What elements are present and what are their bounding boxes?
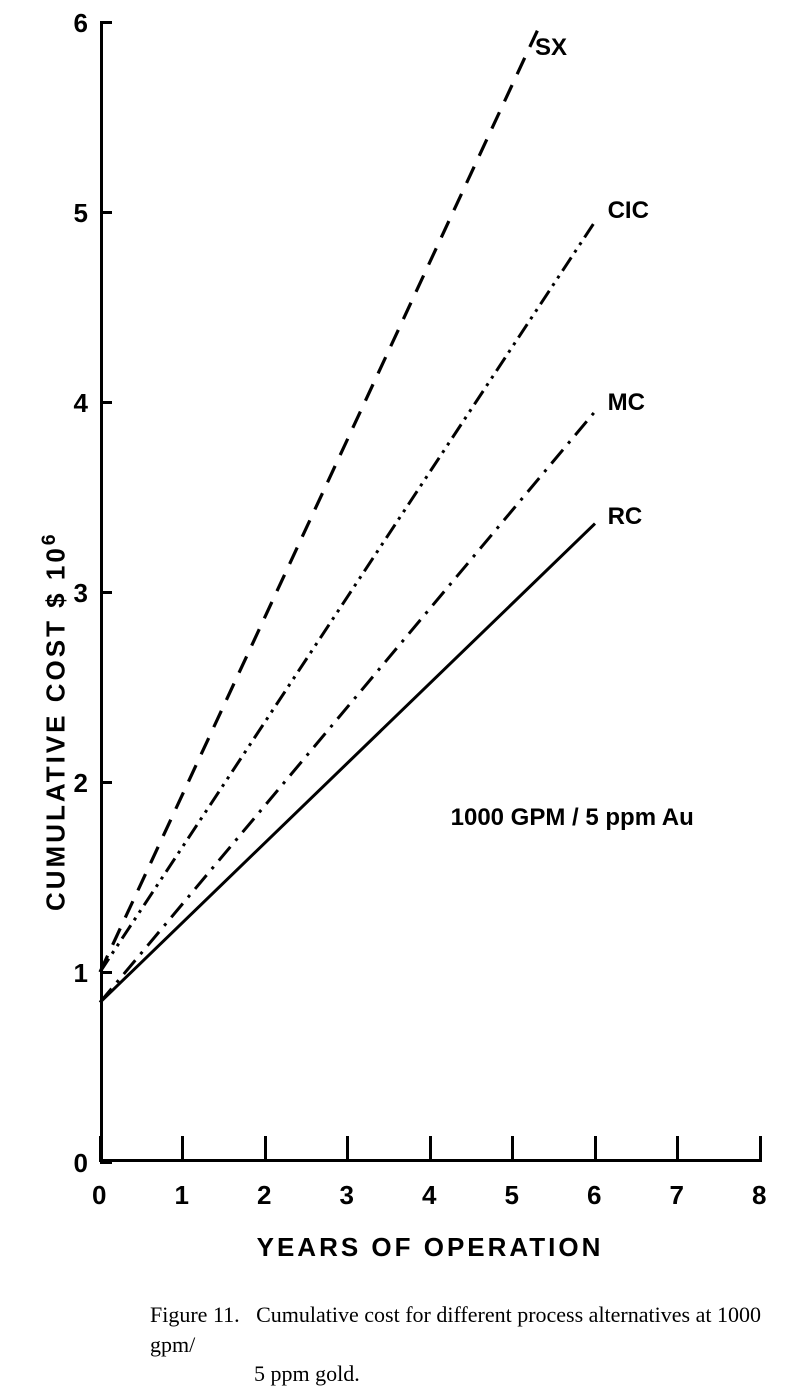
- series-line-mc: [100, 412, 595, 1003]
- y-tick-label: 0: [74, 1148, 88, 1179]
- x-tick: [264, 1136, 267, 1162]
- y-tick-label: 1: [74, 958, 88, 989]
- x-tick: [346, 1136, 349, 1162]
- y-tick-label: 3: [74, 578, 88, 609]
- y-tick-label: 6: [74, 8, 88, 39]
- x-tick-label: 1: [175, 1180, 189, 1211]
- x-tick-label: 6: [587, 1180, 601, 1211]
- y-tick: [100, 591, 112, 594]
- series-line-sx: [100, 22, 541, 972]
- figure-page: CUMULATIVE COST $ 106 YEARS OF OPERATION…: [0, 0, 800, 1378]
- y-tick: [100, 211, 112, 214]
- x-tick: [594, 1136, 597, 1162]
- chart-lines-svg: [0, 0, 800, 1378]
- x-tick: [759, 1136, 762, 1162]
- x-tick-label: 3: [340, 1180, 354, 1211]
- y-tick: [100, 21, 112, 24]
- series-label-sx: SX: [535, 34, 567, 62]
- x-tick-label: 7: [670, 1180, 684, 1211]
- y-tick-label: 4: [74, 388, 88, 419]
- x-tick: [99, 1136, 102, 1162]
- x-tick: [429, 1136, 432, 1162]
- series-label-mc: MC: [608, 389, 645, 417]
- x-tick-label: 8: [752, 1180, 766, 1211]
- y-tick: [100, 401, 112, 404]
- x-tick-label: 2: [257, 1180, 271, 1211]
- series-label-rc: RC: [608, 503, 643, 531]
- x-tick-label: 0: [92, 1180, 106, 1211]
- x-tick: [511, 1136, 514, 1162]
- y-tick: [100, 971, 112, 974]
- y-tick: [100, 781, 112, 784]
- x-tick-label: 4: [422, 1180, 436, 1211]
- y-tick: [100, 1161, 112, 1164]
- y-tick-label: 2: [74, 768, 88, 799]
- x-tick-label: 5: [505, 1180, 519, 1211]
- x-tick: [676, 1136, 679, 1162]
- series-label-cic: CIC: [608, 197, 649, 225]
- x-tick: [181, 1136, 184, 1162]
- y-tick-label: 5: [74, 198, 88, 229]
